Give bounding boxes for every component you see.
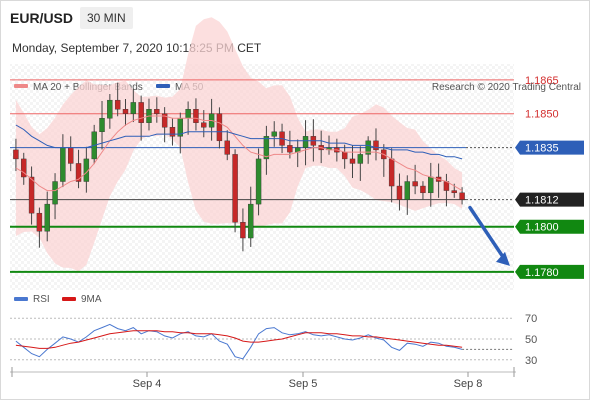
candle-body [224,140,230,155]
rsi-tick-70: 70 [525,313,537,325]
candle-body [161,113,168,128]
rsi-line [15,323,463,360]
candles-layer [13,82,465,252]
candle-body [193,108,199,123]
candle-body [373,140,379,151]
candle-body [201,122,207,128]
level-badge-text-1.1812: 1.1812 [525,195,559,207]
moving-averages-layer [15,115,510,266]
candle-body [341,151,348,160]
candle-body [271,131,277,137]
credit-label: Research © 2020 Trading Central [432,82,581,93]
candle-body [357,154,364,164]
bollinger-band [15,17,463,272]
x-tick-label-Sep 5: Sep 5 [289,378,318,390]
candle-body [52,181,58,205]
candle-body [60,147,66,182]
ma50-line [15,124,463,160]
candle-body [138,102,144,123]
candle-body [428,176,434,194]
x-axis: Sep 4 Sep 5 Sep 8 [11,367,515,390]
level-label-1.1865: 1.1865 [525,75,559,87]
ma50-legend-swatch [156,84,170,88]
level-label-1.1850: 1.1850 [525,109,559,121]
rsi-legend-label: RSI [33,294,50,305]
level-badges-layer: 1.1865 1.1850 1.1835 1.1812 1.1800 1.1780 [515,75,584,279]
candle-body [13,149,19,160]
candle-body [404,181,410,200]
candle-body [44,203,50,232]
candle-body [169,127,176,137]
level-badge-1.1780 [515,264,584,279]
candle-body [365,140,371,155]
forecast-arrow-head [496,251,510,266]
candle-body [99,118,105,132]
candle-body [388,158,395,187]
level-badge-1.1812 [515,192,584,207]
candle-body [287,145,293,153]
level-badge-text-1.1800: 1.1800 [525,222,559,234]
candle-body [107,99,113,119]
x-tick-label-Sep 4: Sep 4 [133,378,162,390]
candle-body [451,190,457,194]
candle-body [216,113,223,142]
candle-body [185,108,191,119]
candle-body [21,158,27,178]
level-badge-1.1800 [515,219,584,234]
rsi-ma-legend-label: 9MA [81,294,102,305]
ma20-legend-swatch [14,84,28,88]
candle-body [349,158,356,164]
candle-body [420,185,426,194]
timeframe-badge[interactable]: 30 MIN [80,7,133,29]
candle-body [248,203,254,239]
rsi-tick-50: 50 [525,334,537,346]
candle-body [154,108,160,114]
candle-body [28,176,35,214]
candle-body [122,108,129,114]
rsi-ma-legend-swatch [62,297,76,301]
candle-body [232,154,238,223]
candle-body [396,185,403,200]
candle-body [459,192,465,200]
x-tick-label-Sep 8: Sep 8 [454,378,483,390]
ma20-line [15,115,463,192]
rsi-legend-swatch [14,297,28,301]
candle-body [412,181,418,187]
bollinger-band-layer [15,17,463,272]
level-badge-text-1.1780: 1.1780 [525,267,559,279]
rsi-ma-line [15,330,463,349]
candle-body [75,163,82,182]
candle-body [130,102,137,114]
forecast-arrow-shaft [468,205,507,262]
candle-body [240,221,246,239]
candle-body [114,99,121,110]
candle-body [36,212,43,232]
rsi-panel: 70 50 30 [10,313,537,367]
rsi-tick-30: 30 [525,355,537,367]
candle-body [302,136,309,148]
candle-body [255,158,262,205]
candle-body [68,147,74,164]
level-badge-1.1835 [515,140,584,155]
candle-body [263,136,270,160]
instrument-title: EUR/USD [10,10,74,26]
level-badge-text-1.1835: 1.1835 [525,143,559,155]
